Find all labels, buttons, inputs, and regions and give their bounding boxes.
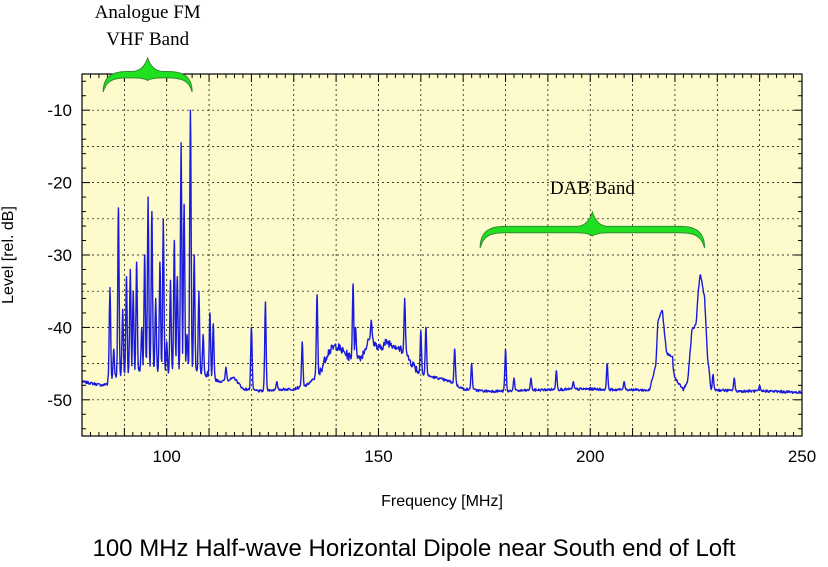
- y-tick-label: -50: [47, 391, 72, 410]
- x-tick-label: 150: [364, 447, 392, 466]
- plot-frame: [81, 73, 803, 437]
- band-label: DAB Band: [550, 178, 635, 199]
- band-label: Analogue FM: [95, 2, 201, 23]
- y-tick-label: -20: [47, 174, 72, 193]
- grid: [82, 74, 802, 436]
- y-axis-label: Level [rel. dB]: [0, 206, 17, 304]
- band-label: VHF Band: [106, 29, 189, 50]
- y-tick-label: -30: [47, 246, 72, 265]
- band-brace: [102, 56, 193, 93]
- x-tick-label: 100: [153, 447, 181, 466]
- spectrum-chart: 100 150 200 250 -10 -20 -30 -40 -50 Frequency […: [0, 2, 817, 510]
- band-annotations: Analogue FM VHF Band DAB Band: [95, 2, 706, 249]
- y-tick-label: -40: [47, 318, 72, 337]
- figure-caption: 100 MHz Half-wave Horizontal Dipole near…: [92, 535, 736, 562]
- band-brace: [479, 210, 706, 249]
- x-tick-label: 250: [788, 447, 816, 466]
- y-tick-label: -10: [47, 101, 72, 120]
- x-axis-ticks: 100 150 200 250: [153, 447, 817, 466]
- x-axis-label: Frequency [MHz]: [381, 493, 503, 510]
- x-tick-label: 200: [576, 447, 604, 466]
- series-line: [81, 109, 803, 395]
- y-axis-ticks: -10 -20 -30 -40 -50: [47, 101, 72, 410]
- minor-ticks: [82, 74, 802, 436]
